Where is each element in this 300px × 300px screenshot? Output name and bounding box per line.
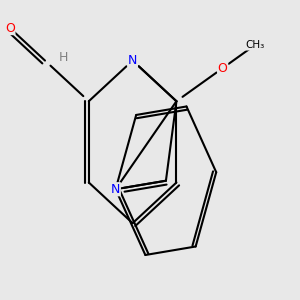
Text: O: O xyxy=(5,22,15,34)
Text: N: N xyxy=(111,183,120,196)
Text: O: O xyxy=(218,61,228,75)
Text: H: H xyxy=(58,51,68,64)
Text: CH₃: CH₃ xyxy=(245,40,265,50)
Text: N: N xyxy=(128,54,137,67)
